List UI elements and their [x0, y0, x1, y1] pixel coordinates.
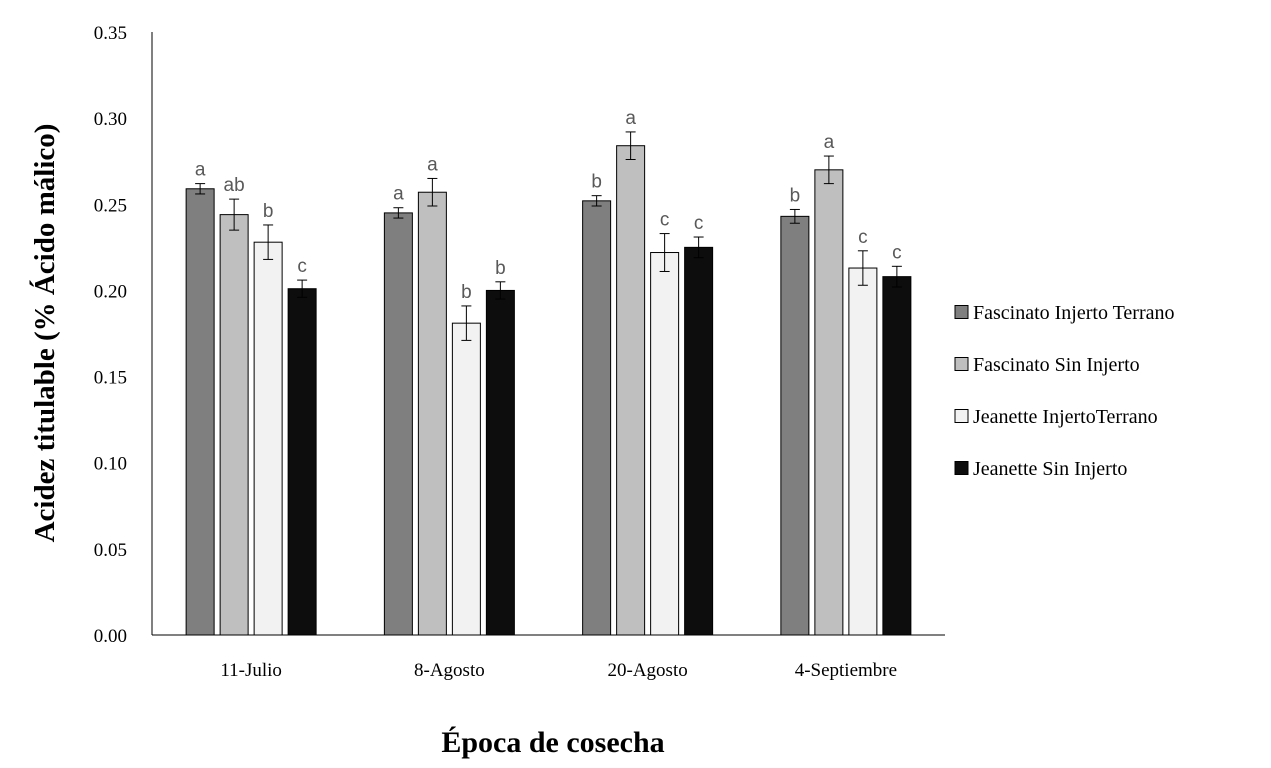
significance-label: a — [427, 154, 438, 175]
x-axis-title: Época de cosecha — [441, 726, 664, 759]
legend-label: Fascinato Sin Injerto — [973, 354, 1140, 376]
y-tick-label: 0.15 — [94, 368, 127, 389]
x-tick-label: 11-Julio — [220, 660, 282, 681]
significance-label: c — [892, 242, 902, 263]
bar — [383, 212, 413, 636]
x-tick-label: 4-Septiembre — [795, 660, 897, 681]
y-tick-label: 0.05 — [94, 540, 127, 561]
bar — [219, 214, 249, 636]
significance-label: ab — [224, 175, 245, 196]
legend-swatch — [954, 305, 969, 319]
legend-swatch — [954, 461, 969, 475]
significance-label: a — [824, 132, 835, 153]
significance-label: b — [790, 185, 801, 206]
legend-swatch — [954, 409, 969, 423]
y-tick-label: 0.35 — [94, 23, 127, 44]
legend-swatch — [954, 357, 969, 371]
legend: Fascinato Injerto Terrano Fascinato Sin I… — [954, 302, 1175, 480]
significance-label: b — [495, 258, 506, 279]
error-bar — [393, 207, 404, 219]
x-tick-label: 20-Agosto — [608, 660, 688, 681]
significance-label: b — [591, 172, 602, 193]
legend-item: Fascinato Sin Injerto — [954, 354, 1140, 376]
significance-label: a — [195, 160, 206, 181]
y-tick-label: 0.10 — [94, 454, 127, 475]
bar — [185, 188, 215, 636]
significance-label: b — [461, 282, 472, 303]
bar — [882, 276, 912, 636]
significance-label: c — [660, 210, 670, 231]
error-bar — [591, 195, 602, 207]
error-bar — [625, 131, 636, 160]
bar — [814, 169, 844, 636]
error-bar — [427, 177, 438, 207]
legend-item: Jeanette Sin Injerto — [954, 458, 1127, 480]
bar — [684, 246, 714, 636]
error-bar — [693, 236, 704, 259]
legend-item: Fascinato Injerto Terrano — [954, 302, 1175, 324]
significance-label: c — [297, 256, 307, 277]
bar — [616, 145, 646, 636]
y-tick-label: 0.25 — [94, 195, 127, 216]
legend-label: Fascinato Injerto Terrano — [973, 302, 1175, 324]
significance-label: a — [393, 184, 404, 205]
error-bar — [263, 224, 274, 260]
significance-label: c — [694, 213, 704, 234]
y-axis-ticks: 0.00 0.05 0.10 0.15 0.20 0.25 0.30 0.35 — [94, 23, 127, 647]
bar — [848, 267, 878, 636]
significance-label: a — [625, 108, 636, 129]
error-bar — [659, 233, 670, 272]
y-tick-label: 0.00 — [94, 626, 127, 647]
error-bar — [789, 208, 800, 224]
y-axis-title: Acidez titulable (% Ácido málico) — [28, 124, 61, 543]
error-bar — [857, 250, 868, 286]
bar — [780, 215, 810, 636]
bar — [417, 191, 447, 636]
error-bar — [229, 198, 240, 231]
error-bar — [195, 183, 206, 195]
error-bar — [823, 155, 834, 185]
bar — [451, 322, 481, 636]
significance-label: c — [858, 227, 868, 248]
plot-area — [151, 32, 945, 636]
legend-label: Jeanette Sin Injerto — [973, 458, 1127, 480]
significance-label: b — [263, 201, 274, 222]
x-tick-label: 8-Agosto — [414, 660, 485, 681]
bar — [287, 288, 317, 636]
error-bar — [891, 265, 902, 288]
error-bar — [495, 281, 506, 300]
bar — [253, 241, 283, 636]
error-bar — [461, 305, 472, 341]
y-tick-label: 0.30 — [94, 109, 127, 130]
bar — [650, 252, 680, 636]
y-tick-label: 0.20 — [94, 281, 127, 302]
bar — [582, 200, 612, 636]
legend-label: Jeanette InjertoTerrano — [973, 406, 1158, 428]
x-axis-ticks: 11-Julio 8-Agosto 20-Agosto 4-Septiembre — [220, 660, 897, 681]
legend-item: Jeanette InjertoTerrano — [954, 406, 1158, 428]
bar — [485, 289, 515, 636]
error-bar — [297, 279, 308, 298]
